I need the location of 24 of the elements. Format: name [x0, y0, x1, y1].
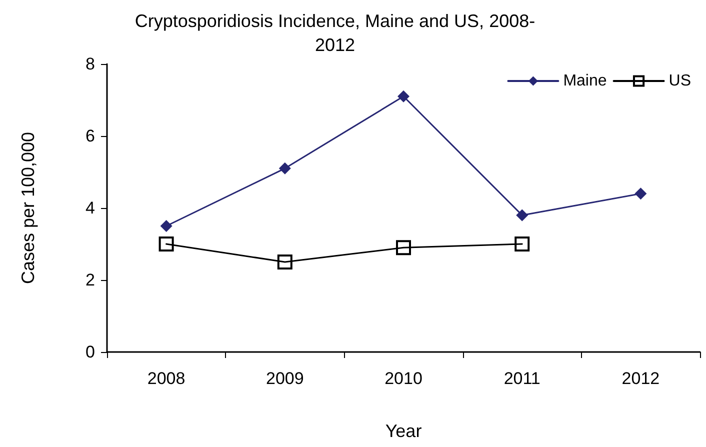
- x-axis-title: Year: [385, 421, 422, 441]
- point: [277, 254, 292, 270]
- point: [398, 90, 410, 102]
- point: [516, 209, 528, 222]
- point: [396, 240, 411, 256]
- point: [634, 188, 647, 200]
- y-tick-label: 4: [86, 198, 95, 218]
- x-tick-label: 2012: [622, 369, 660, 388]
- x-tick-label: 2009: [266, 369, 304, 388]
- y-tick-label: 8: [86, 54, 95, 74]
- x-tick-label: 2008: [147, 369, 186, 388]
- point: [158, 236, 174, 252]
- chart-title: Cryptosporidiosis Incidence, Maine and US, 2008- 2012: [134, 11, 536, 55]
- point: [278, 162, 291, 174]
- x-tick-label: 2010: [384, 369, 422, 388]
- y-tick-label: 6: [86, 126, 95, 146]
- x-tick-label: 2011: [504, 369, 540, 388]
- legend-label: US: [668, 72, 692, 90]
- y-axis-title: Cases per 100,000: [18, 132, 38, 284]
- y-tick-label: 0: [86, 342, 95, 362]
- point: [160, 220, 172, 232]
- y-tick-label: 2: [86, 270, 95, 290]
- point: [514, 236, 530, 252]
- legend-label: Maine: [563, 72, 607, 90]
